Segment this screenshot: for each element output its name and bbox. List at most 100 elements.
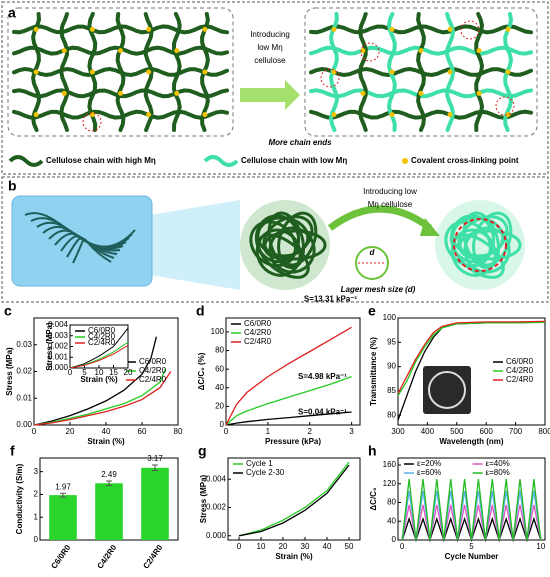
mesh-circle xyxy=(453,218,507,272)
cross-link xyxy=(33,69,39,75)
series-line xyxy=(225,375,352,426)
x-tick-label: 5 xyxy=(82,368,87,377)
chain xyxy=(59,12,70,132)
plot-frame xyxy=(227,457,361,541)
series-line xyxy=(238,464,350,537)
chain xyxy=(12,88,229,99)
cross-link xyxy=(118,90,123,96)
cross-link xyxy=(33,112,39,118)
panel-label: a xyxy=(8,5,16,21)
bar xyxy=(49,495,77,540)
cross-link xyxy=(389,112,395,118)
y-tick-label: 80 xyxy=(387,498,396,507)
note: More chain ends xyxy=(268,138,332,147)
x-tick-label: 5 xyxy=(469,542,474,551)
y-tick-label: 0.004 xyxy=(206,474,227,483)
legend-text: C6/0R0 xyxy=(139,357,167,366)
annotation: S=4.98 kPa⁻¹ xyxy=(298,372,347,381)
series-line xyxy=(397,320,546,394)
y-tick-label: 40 xyxy=(215,383,224,392)
cross-link xyxy=(447,112,453,118)
x-axis-label: Strain (%) xyxy=(87,437,125,446)
series-line xyxy=(397,321,546,397)
cross-link xyxy=(447,69,453,75)
series-line xyxy=(33,371,172,426)
x-tick-label: 0 xyxy=(32,427,37,436)
panel-label: h xyxy=(368,443,377,459)
x-tick-label: 10 xyxy=(95,368,104,377)
chain xyxy=(143,12,154,132)
y-tick-label: 90 xyxy=(387,362,396,371)
y-tick-label: 2 xyxy=(34,490,39,499)
y-axis-label: Transmittance (%) xyxy=(369,337,378,406)
x-tick-label: 10 xyxy=(536,542,545,551)
y-tick-label: 0.000 xyxy=(206,531,227,540)
x-tick-label: 0 xyxy=(224,427,229,436)
legend-sample xyxy=(203,155,239,167)
cross-link xyxy=(174,90,180,96)
arrow-text: Mη cellulose xyxy=(368,200,413,209)
x-tick-label: 60 xyxy=(138,427,147,436)
x-axis-label: Strain (%) xyxy=(80,375,118,384)
chain xyxy=(115,12,126,132)
plot-frame xyxy=(397,457,546,541)
cross-link xyxy=(476,90,482,96)
legend-sample xyxy=(402,158,408,164)
cross-link xyxy=(418,48,424,54)
arrow-text: cellulose xyxy=(254,56,286,65)
legend-text: C6/0R0 xyxy=(244,319,272,328)
value-label: 3.17 xyxy=(147,454,163,463)
chain xyxy=(474,12,485,132)
legend-text: Cellulose chain with low Mη xyxy=(241,156,347,165)
strand xyxy=(463,226,511,274)
x-tick-label: 15 xyxy=(109,368,118,377)
panel-label: c xyxy=(4,303,12,319)
panel-label: d xyxy=(196,303,205,319)
cross-link xyxy=(146,69,152,75)
cross-link xyxy=(331,26,337,32)
x-tick-label: 0 xyxy=(400,542,405,551)
x-tick-label: 20 xyxy=(124,368,133,377)
cross-link xyxy=(418,90,424,96)
series-line xyxy=(33,368,167,426)
x-tick-label: 400 xyxy=(421,427,435,436)
y-tick-label: 85 xyxy=(387,386,396,395)
series-line xyxy=(401,479,542,541)
legend-text: C4/2R0 xyxy=(139,366,167,375)
chain-end-marker xyxy=(460,20,480,40)
cross-link xyxy=(33,26,39,32)
strand xyxy=(268,226,316,274)
legend-text: C4/2R0 xyxy=(88,332,116,341)
arrow-head xyxy=(420,218,440,236)
y-tick-label: 0.00 xyxy=(16,420,32,429)
y-axis-label: Stress (MPa) xyxy=(199,474,208,523)
x-tick-label: 700 xyxy=(509,427,523,436)
chain xyxy=(309,109,533,120)
x-tick-label: 500 xyxy=(450,427,464,436)
y-tick-label: 100 xyxy=(383,313,397,322)
y-tick-label: 3 xyxy=(34,467,39,476)
legend-text: C4/2R0 xyxy=(244,328,272,337)
cross-link xyxy=(476,48,482,54)
x-tick-label: 40 xyxy=(323,542,332,551)
annotation: S=0.04 kPa⁻¹ xyxy=(298,407,347,416)
note: Lager mesh size (d) xyxy=(341,285,416,294)
error-bar xyxy=(106,480,112,487)
chain xyxy=(309,88,533,99)
chain-end-marker xyxy=(82,112,102,132)
panel-label: e xyxy=(368,303,376,319)
y-tick-label: 1 xyxy=(34,512,39,521)
cross-link xyxy=(174,48,180,54)
y-tick-label: 80 xyxy=(387,410,396,419)
legend-text: ε=20% xyxy=(417,459,441,468)
panel-label: b xyxy=(8,178,17,194)
y-axis-label: ΔC/C₀ (%) xyxy=(197,352,206,390)
y-tick-label: 0.002 xyxy=(206,503,227,512)
legend-text: ε=60% xyxy=(417,468,441,477)
arrow xyxy=(327,205,433,231)
cross-link xyxy=(118,48,123,54)
legend-text: Cellulose chain with high Mη xyxy=(46,156,156,165)
cross-link xyxy=(89,26,95,32)
x-tick-label: 600 xyxy=(480,427,494,436)
arrow-text: low Mη xyxy=(257,43,282,52)
